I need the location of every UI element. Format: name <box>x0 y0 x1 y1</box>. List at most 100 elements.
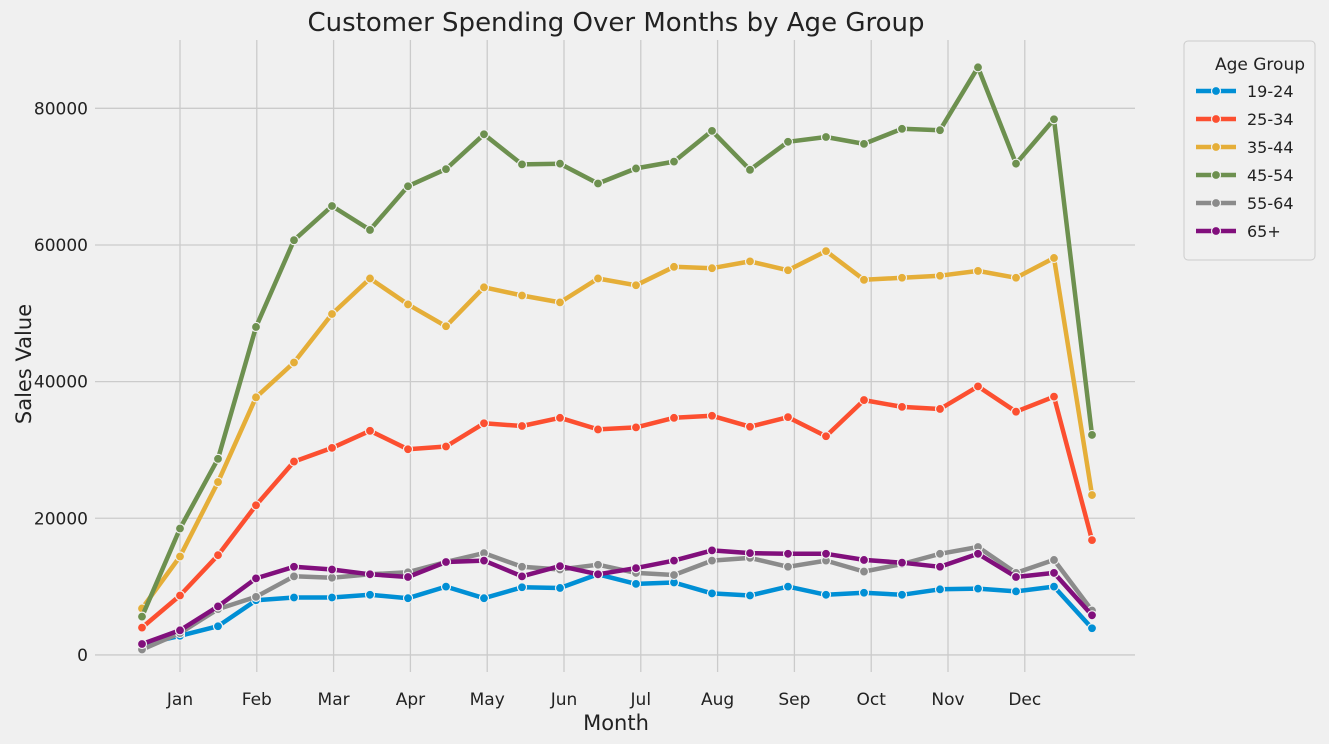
data-point <box>668 261 680 272</box>
data-point <box>516 290 528 301</box>
data-point <box>288 571 300 582</box>
data-point <box>782 136 794 147</box>
series-line <box>139 544 1095 652</box>
data-point <box>934 548 946 559</box>
data-point <box>402 444 414 455</box>
data-point <box>250 591 262 602</box>
data-point <box>630 163 642 174</box>
data-point <box>1048 581 1060 592</box>
data-point <box>326 592 338 603</box>
data-point <box>212 621 224 632</box>
data-point <box>516 582 528 593</box>
data-point <box>326 308 338 320</box>
data-point <box>896 272 908 283</box>
data-point <box>858 274 870 285</box>
series-35-44 <box>136 246 1098 614</box>
data-point <box>896 123 908 134</box>
y-axis-ticks: 0 20000 40000 60000 80000 <box>34 99 88 666</box>
data-point <box>402 593 414 604</box>
data-point <box>820 131 832 143</box>
x-tick-label: Nov <box>931 690 964 710</box>
legend-label: 65+ <box>1247 222 1281 241</box>
data-point <box>592 424 604 435</box>
data-point <box>1010 571 1022 583</box>
series-line <box>139 548 1095 647</box>
x-tick-label: Feb <box>242 690 272 710</box>
data-point <box>1048 252 1060 264</box>
data-point <box>972 583 984 594</box>
data-point <box>668 156 680 167</box>
data-point <box>516 420 528 432</box>
legend-item: 55-64 <box>1196 194 1294 213</box>
legend-items: 19-24 25-34 35-44 45-54 55-64 65+ <box>1196 82 1294 241</box>
data-point <box>744 590 756 601</box>
data-point <box>440 164 452 175</box>
data-point <box>440 321 452 332</box>
data-point <box>782 265 794 276</box>
series-65+ <box>136 545 1098 650</box>
series-lines <box>136 62 1098 655</box>
y-tick-label: 40000 <box>34 373 88 393</box>
y-tick-label: 20000 <box>34 509 88 529</box>
data-point <box>820 431 832 442</box>
y-tick-label: 0 <box>77 646 88 666</box>
data-point <box>212 453 224 464</box>
data-point <box>1048 391 1060 402</box>
x-tick-label: Apr <box>396 690 425 710</box>
legend-swatch-marker <box>1210 197 1222 209</box>
data-point <box>934 561 946 572</box>
data-point <box>326 442 338 453</box>
data-point <box>440 556 452 568</box>
data-point <box>402 181 414 192</box>
data-point <box>1010 586 1022 597</box>
data-point <box>592 178 604 189</box>
data-point <box>706 545 718 556</box>
x-axis-label: Month <box>583 711 649 735</box>
data-point <box>934 403 946 415</box>
data-point <box>554 297 566 308</box>
data-point <box>1086 535 1098 546</box>
chart-title: Customer Spending Over Months by Age Gro… <box>308 8 925 38</box>
data-point <box>174 590 186 601</box>
legend-label: 19-24 <box>1247 82 1294 101</box>
legend-swatch-marker <box>1210 141 1222 153</box>
data-point <box>174 625 186 636</box>
series-line <box>139 248 1095 611</box>
x-axis-ticks: Jan Feb Mar Apr May Jun Jul Aug Sep Oct Nov Dec <box>166 690 1041 710</box>
data-point <box>554 412 566 423</box>
data-point <box>288 592 300 603</box>
data-point <box>326 564 338 575</box>
data-point <box>896 589 908 600</box>
data-point <box>554 158 566 169</box>
data-point <box>250 500 262 511</box>
data-point <box>782 548 794 559</box>
data-point <box>478 555 490 566</box>
data-point <box>782 581 794 592</box>
data-point <box>478 282 490 293</box>
data-point <box>744 164 756 175</box>
data-point <box>136 638 148 650</box>
x-tick-label: Jan <box>166 690 193 710</box>
series-line <box>139 65 1095 619</box>
data-point <box>402 299 414 310</box>
data-point <box>820 589 832 600</box>
data-point <box>744 421 756 432</box>
x-tick-label: May <box>470 690 505 710</box>
y-tick-label: 60000 <box>34 236 88 256</box>
data-point <box>478 129 490 140</box>
data-point <box>706 555 718 566</box>
data-point <box>1048 114 1060 125</box>
data-point <box>288 235 300 246</box>
data-point <box>706 263 718 274</box>
data-point <box>744 256 756 267</box>
x-tick-label: Jun <box>550 690 578 710</box>
series-19-24 <box>136 569 1098 650</box>
legend-swatch-marker <box>1210 169 1222 181</box>
data-point <box>516 159 528 170</box>
data-point <box>516 571 528 582</box>
data-point <box>288 357 300 368</box>
legend-label: 45-54 <box>1247 166 1294 185</box>
data-point <box>820 548 832 559</box>
x-tick-label: Aug <box>701 690 734 710</box>
